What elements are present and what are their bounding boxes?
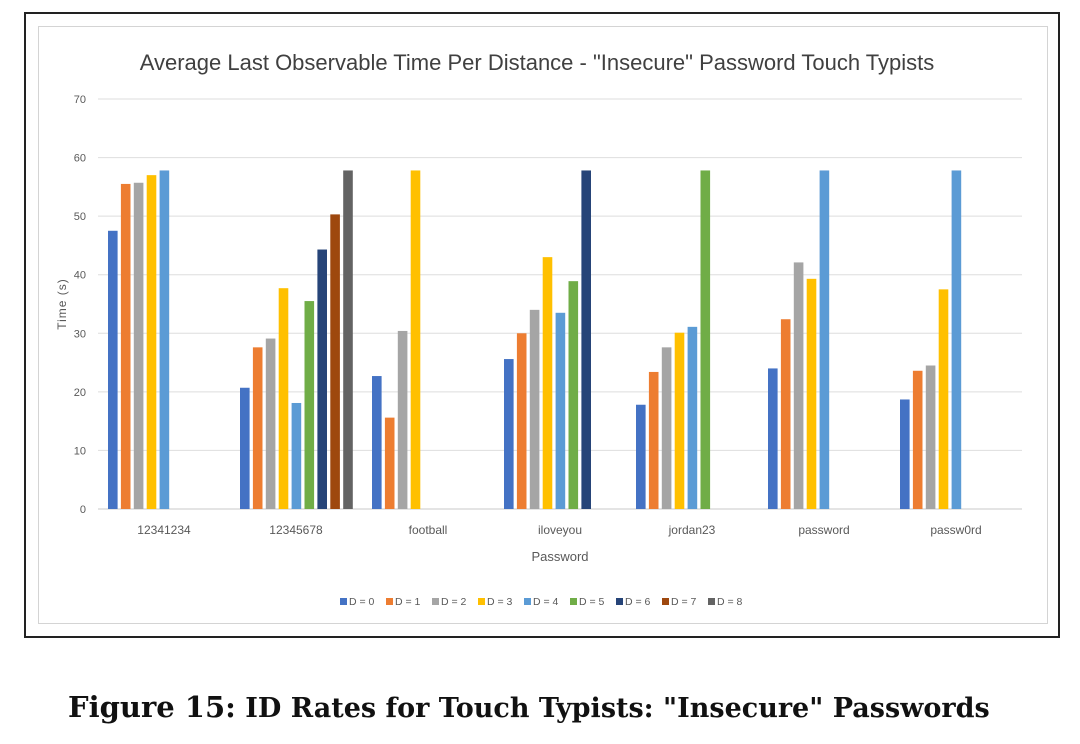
legend-swatch	[616, 598, 623, 605]
bar-d5-12345678	[304, 301, 315, 509]
bar-d3-football	[410, 170, 421, 509]
x-tick-label: 12345678	[269, 523, 323, 537]
y-tick-label: 20	[74, 387, 86, 399]
legend-swatch	[386, 598, 393, 605]
y-tick-label: 70	[74, 94, 86, 106]
bar-d2-passw0rd	[925, 365, 936, 509]
bar-d5-iloveyou	[568, 281, 579, 509]
legend-swatch	[570, 598, 577, 605]
bar-d8-12345678	[343, 170, 353, 509]
bar-d1-password	[780, 319, 791, 509]
bar-d6-iloveyou	[581, 170, 591, 509]
bar-d3-password	[806, 278, 817, 509]
bar-d4-12345678	[291, 402, 302, 509]
legend-label: D = 4	[533, 596, 559, 608]
y-tick-label: 0	[80, 504, 86, 516]
bar-d0-iloveyou	[504, 359, 514, 509]
bar-d1-jordan23	[648, 371, 659, 509]
bar-d1-iloveyou	[516, 333, 527, 509]
legend-label: D = 7	[671, 596, 697, 608]
bar-d3-iloveyou	[542, 257, 553, 509]
bar-d6-12345678	[317, 249, 327, 509]
chart-title: Average Last Observable Time Per Distanc…	[140, 50, 935, 75]
bar-d7-12345678	[330, 214, 340, 509]
bar-d3-12341234	[146, 175, 157, 509]
y-tick-label: 50	[74, 211, 86, 223]
y-tick-label: 40	[74, 270, 86, 282]
legend-swatch	[524, 598, 531, 605]
y-tick-label: 60	[74, 153, 86, 165]
bar-d2-football	[397, 330, 408, 509]
x-tick-label: jordan23	[668, 523, 716, 537]
bar-d2-iloveyou	[529, 309, 540, 509]
bar-d4-iloveyou	[555, 312, 566, 509]
bar-d0-12341234	[108, 230, 118, 510]
x-tick-label: iloveyou	[538, 523, 582, 537]
bar-d1-12341234	[120, 183, 131, 509]
bar-d2-password	[793, 262, 804, 509]
legend-swatch	[478, 598, 485, 605]
bar-d5-jordan23	[700, 170, 711, 509]
bar-d0-jordan23	[636, 404, 646, 509]
bar-d0-football	[372, 376, 382, 509]
legend-swatch	[432, 598, 439, 605]
bar-d4-12341234	[159, 170, 170, 509]
x-tick-label: 12341234	[137, 523, 191, 537]
y-tick-label: 30	[74, 328, 86, 340]
bar-d4-passw0rd	[951, 170, 962, 509]
bar-d3-12345678	[278, 288, 289, 509]
bar-d4-password	[819, 170, 830, 509]
bar-d3-jordan23	[674, 332, 685, 509]
bar-d0-password	[768, 368, 778, 509]
legend-swatch	[662, 598, 669, 605]
legend-label: D = 2	[441, 596, 467, 608]
x-tick-label: football	[409, 523, 448, 537]
legend-label: D = 8	[717, 596, 743, 608]
legend-label: D = 6	[625, 596, 651, 608]
bar-d1-passw0rd	[912, 370, 923, 509]
x-tick-label: passw0rd	[930, 523, 981, 537]
bar-d0-passw0rd	[900, 399, 910, 509]
y-tick-label: 10	[74, 445, 86, 457]
bar-d0-12345678	[240, 387, 250, 509]
bar-d2-12345678	[265, 338, 276, 509]
caption-text: ID Rates for Touch Typists: "Insecure" P…	[245, 693, 990, 724]
legend-label: D = 5	[579, 596, 605, 608]
legend-label: D = 1	[395, 596, 421, 608]
y-axis-label: Time (s)	[55, 278, 69, 330]
bar-d1-football	[384, 417, 395, 509]
bar-d3-passw0rd	[938, 289, 949, 509]
bar-d1-12345678	[252, 347, 263, 509]
legend-label: D = 3	[487, 596, 513, 608]
legend-swatch	[340, 598, 347, 605]
x-axis-label: Password	[531, 549, 588, 564]
bar-d2-12341234	[133, 182, 144, 509]
x-tick-label: password	[798, 523, 849, 537]
caption-label: Figure 15:	[68, 690, 236, 724]
bar-d2-jordan23	[661, 347, 672, 509]
figure-caption: Figure 15: ID Rates for Touch Typists: "…	[0, 690, 1080, 724]
bar-d4-jordan23	[687, 326, 698, 509]
legend-swatch	[708, 598, 715, 605]
legend-label: D = 0	[349, 596, 375, 608]
